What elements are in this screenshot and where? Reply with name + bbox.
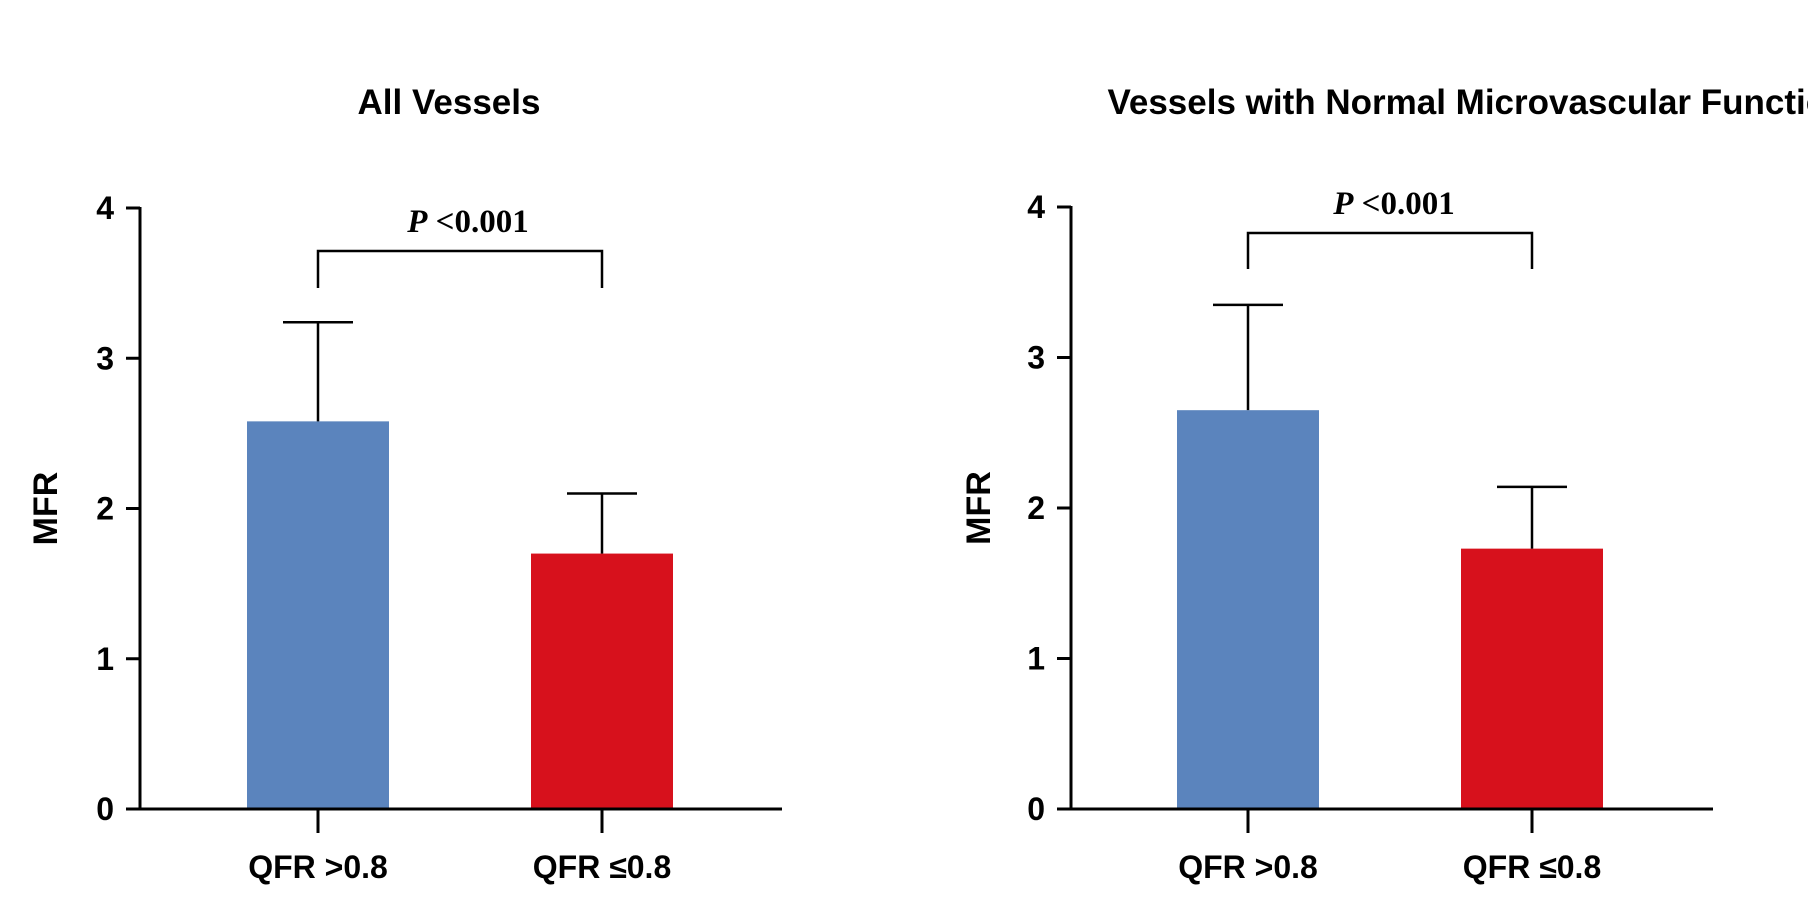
bar-2 bbox=[1461, 548, 1603, 809]
bar-1 bbox=[1177, 410, 1319, 809]
y-tick-label-0: 0 bbox=[96, 791, 114, 827]
chart-panel-1: All Vessels MFR 0 1 2 3 4 QFR >0.8 QFR ≤0.8 P <0.… bbox=[27, 83, 782, 885]
significance-bracket bbox=[1246, 231, 1534, 269]
chart-panel-2: Vessels with Normal Microvascular Functi… bbox=[960, 83, 1808, 885]
y-tick-label-1: 1 bbox=[1027, 641, 1045, 677]
category-label-2: QFR ≤0.8 bbox=[1463, 849, 1601, 885]
y-tick-label-3: 3 bbox=[1027, 340, 1045, 376]
y-tick-label-4: 4 bbox=[1027, 189, 1045, 225]
y-tick-label-2: 2 bbox=[96, 491, 114, 527]
bar-1 bbox=[247, 421, 389, 809]
chart-title: Vessels with Normal Microvascular Functi… bbox=[1107, 83, 1808, 122]
y-tick-label-2: 2 bbox=[1027, 490, 1045, 526]
significance-value: <0.001 bbox=[1353, 186, 1454, 222]
y-tick-label-1: 1 bbox=[96, 641, 114, 677]
significance-label: P <0.001 bbox=[406, 204, 528, 240]
significance-value: <0.001 bbox=[427, 204, 528, 240]
y-axis-label: MFR bbox=[27, 472, 65, 546]
category-label-1: QFR >0.8 bbox=[1178, 849, 1318, 885]
y-tick-label-4: 4 bbox=[96, 190, 114, 226]
significance-p: P bbox=[406, 204, 428, 240]
y-tick-label-0: 0 bbox=[1027, 791, 1045, 827]
y-axis-label: MFR bbox=[960, 471, 998, 545]
significance-bracket bbox=[316, 249, 604, 288]
significance-p: P bbox=[1332, 186, 1354, 222]
chart-title: All Vessels bbox=[358, 83, 541, 122]
bar-2 bbox=[531, 553, 673, 809]
category-label-1: QFR >0.8 bbox=[248, 849, 388, 885]
y-tick-label-3: 3 bbox=[96, 340, 114, 376]
significance-label: P <0.001 bbox=[1332, 186, 1454, 222]
category-label-2: QFR ≤0.8 bbox=[533, 849, 671, 885]
